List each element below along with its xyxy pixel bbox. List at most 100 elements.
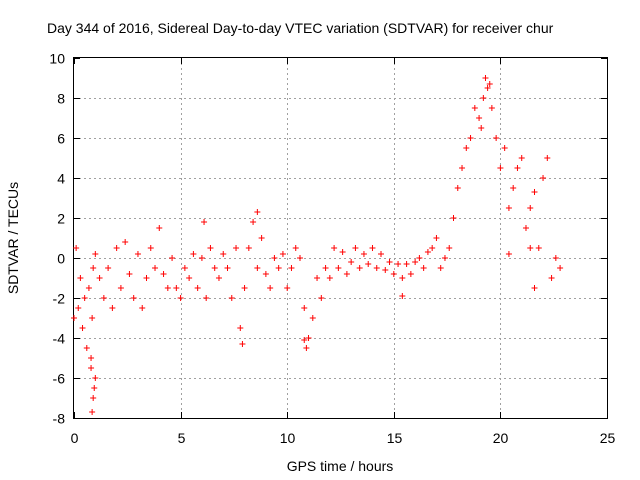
data-point (505, 205, 512, 211)
data-point (399, 293, 406, 299)
data-point (510, 185, 517, 191)
data-point (501, 145, 508, 151)
data-point (373, 265, 380, 271)
data-point (152, 265, 159, 271)
data-point (250, 219, 257, 225)
data-point (130, 295, 137, 301)
data-point (535, 245, 542, 251)
data-point (254, 265, 261, 271)
data-point (117, 285, 124, 291)
data-point (505, 251, 512, 257)
data-point (476, 115, 483, 121)
data-point (105, 265, 112, 271)
data-point (267, 285, 274, 291)
data-point (296, 255, 303, 261)
data-point (437, 265, 444, 271)
data-point (335, 265, 342, 271)
data-point (365, 261, 372, 267)
data-point (122, 239, 129, 245)
data-point (83, 345, 90, 351)
data-point (147, 245, 154, 251)
data-point (85, 285, 92, 291)
data-point (164, 285, 171, 291)
data-point (305, 335, 312, 341)
y-tick-label: 10 (49, 51, 65, 67)
x-tick-label: 25 (600, 430, 616, 446)
data-point (467, 135, 474, 141)
data-point (326, 275, 333, 281)
x-tick-label: 20 (493, 430, 509, 446)
data-point (160, 271, 167, 277)
data-point (169, 255, 176, 261)
y-tick-label: -4 (53, 331, 66, 347)
data-point (390, 271, 397, 277)
data-point (424, 249, 431, 255)
data-point (463, 145, 470, 151)
data-point (544, 155, 551, 161)
data-point (143, 275, 150, 281)
data-point (412, 259, 419, 265)
data-point (395, 261, 402, 267)
data-point (301, 337, 308, 343)
data-point (90, 395, 97, 401)
data-point (497, 165, 504, 171)
data-point (382, 267, 389, 273)
data-point (113, 245, 120, 251)
data-point (378, 251, 385, 257)
y-axis-label: SDTVAR / TECUs (5, 182, 21, 294)
data-point (73, 245, 80, 251)
data-point (156, 225, 163, 231)
data-point (245, 245, 252, 251)
data-point (369, 245, 376, 251)
data-point (557, 265, 564, 271)
data-point (201, 219, 208, 225)
data-point (471, 105, 478, 111)
data-point (186, 275, 193, 281)
data-point (275, 265, 282, 271)
data-point (109, 305, 116, 311)
y-tick-label: 6 (57, 131, 65, 147)
data-point (360, 251, 367, 257)
data-point (527, 245, 534, 251)
data-point (77, 275, 84, 281)
data-point (91, 385, 98, 391)
data-point (88, 365, 95, 371)
y-tick-label: -6 (53, 371, 66, 387)
data-point (403, 261, 410, 267)
data-point (429, 245, 436, 251)
y-tick-label: -8 (53, 411, 66, 427)
data-point (224, 265, 231, 271)
data-series (71, 75, 564, 415)
data-point (531, 189, 538, 195)
data-point (194, 285, 201, 291)
data-point (239, 341, 246, 347)
data-point (399, 275, 406, 281)
data-point (318, 295, 325, 301)
data-point (173, 285, 180, 291)
data-point (343, 271, 350, 277)
x-tick-label: 5 (178, 430, 186, 446)
data-point (177, 295, 184, 301)
data-point (254, 209, 261, 215)
data-point (339, 249, 346, 255)
plot-frame (73, 57, 608, 419)
data-point (228, 295, 235, 301)
data-point (288, 265, 295, 271)
data-point (258, 235, 265, 241)
data-point (301, 305, 308, 311)
data-point (446, 245, 453, 251)
data-point (271, 255, 278, 261)
data-point (75, 305, 82, 311)
data-point (79, 325, 86, 331)
data-point (331, 245, 338, 251)
y-tick-label: 4 (57, 171, 65, 187)
data-point (484, 85, 491, 91)
data-point (322, 265, 329, 271)
data-point (552, 255, 559, 261)
data-point (407, 271, 414, 277)
data-point (89, 315, 96, 321)
data-point (356, 265, 363, 271)
y-tick-label: 2 (57, 211, 65, 227)
data-point (348, 259, 355, 265)
